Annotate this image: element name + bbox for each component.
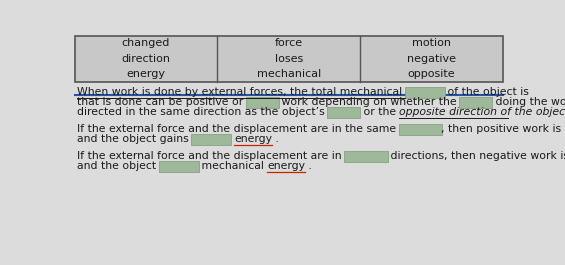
Text: and the object: and the object (77, 161, 159, 171)
Text: and the object gains: and the object gains (77, 134, 192, 144)
Text: that is done can be positive or: that is done can be positive or (77, 97, 246, 107)
Text: energy: energy (234, 134, 272, 144)
Text: negative: negative (407, 54, 456, 64)
Bar (159, 161, 199, 171)
Text: work depending on whether the: work depending on whether the (278, 97, 460, 107)
Text: the total mechanical: the total mechanical (290, 87, 406, 97)
Text: opposite direction of the object’s motion.: opposite direction of the object’s motio… (399, 107, 565, 117)
Text: directions, then negative work is done on the object,: directions, then negative work is done o… (387, 151, 565, 161)
Text: mechanical: mechanical (198, 161, 267, 171)
Text: energy: energy (267, 161, 305, 171)
Bar (399, 124, 442, 135)
Text: direction: direction (121, 54, 171, 64)
Bar (405, 87, 445, 98)
Text: energy: energy (127, 69, 166, 79)
Text: .: . (272, 134, 279, 144)
Text: , then positive work is done on the object,: , then positive work is done on the obje… (441, 124, 565, 134)
Text: When work is done by external forces,: When work is done by external forces, (77, 87, 290, 97)
Bar (327, 107, 360, 118)
Text: force: force (275, 38, 303, 48)
Text: If the external force and the displacement are in the same: If the external force and the displaceme… (77, 124, 399, 134)
Text: directed in the same direction as the object’s: directed in the same direction as the ob… (77, 107, 328, 117)
Text: doing the work is: doing the work is (492, 97, 565, 107)
Bar (192, 134, 231, 145)
Text: motion: motion (412, 38, 451, 48)
Text: .: . (305, 161, 312, 171)
Text: loses: loses (275, 54, 303, 64)
Text: mechanical: mechanical (257, 69, 321, 79)
Bar (75, 36, 503, 82)
Bar (532, 87, 565, 98)
Bar (459, 97, 493, 108)
Text: of the object is: of the object is (444, 87, 532, 97)
Bar (246, 97, 279, 108)
Text: opposite: opposite (408, 69, 455, 79)
Bar (344, 151, 388, 162)
Text: or the: or the (359, 107, 399, 117)
Text: changed: changed (121, 38, 170, 48)
Text: If the external force and the displacement are in: If the external force and the displaceme… (77, 151, 345, 161)
